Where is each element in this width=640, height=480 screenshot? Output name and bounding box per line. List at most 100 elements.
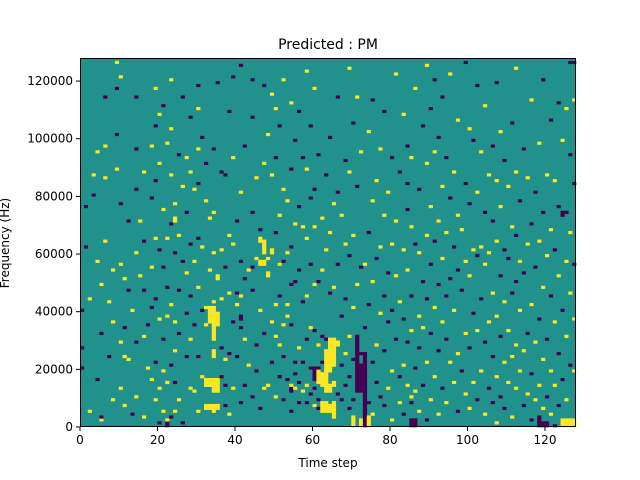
heatmap-cell: [312, 403, 317, 408]
heatmap-cell: [366, 424, 371, 428]
heatmap-cell: [215, 323, 220, 327]
heatmap-cell: [134, 95, 139, 99]
heatmap-cell: [142, 415, 147, 419]
heatmap-cell: [122, 354, 127, 359]
heatmap-cell: [572, 98, 577, 102]
heatmap-cell: [517, 259, 523, 263]
heatmap-cell: [138, 274, 143, 278]
heatmap-cell: [475, 398, 480, 402]
heatmap-cell: [308, 196, 313, 200]
heatmap-cell: [556, 274, 561, 278]
heatmap-cell: [331, 357, 337, 361]
heatmap-cell: [467, 406, 472, 410]
heatmap-cell: [153, 236, 158, 240]
heatmap-cell: [459, 288, 464, 292]
heatmap-cell: [227, 412, 232, 416]
heatmap-cell: [440, 95, 445, 99]
heatmap-cell: [366, 421, 371, 425]
heatmap-cell: [304, 236, 309, 240]
heatmap-cell: [556, 403, 561, 408]
heatmap-cell: [211, 300, 216, 304]
heatmap-cell: [514, 279, 519, 284]
heatmap-cell: [235, 354, 240, 359]
heatmap-cell: [409, 328, 414, 333]
heatmap-cell: [277, 213, 282, 217]
heatmap-cell: [359, 380, 364, 385]
chart-title: Predicted : PM: [278, 37, 378, 53]
heatmap-cell: [204, 199, 209, 203]
heatmap-cell: [95, 377, 100, 382]
heatmap-cell: [359, 386, 364, 390]
x-tick-label: 120: [534, 433, 557, 447]
heatmap-cell: [277, 343, 282, 347]
heatmap-cell: [215, 383, 220, 387]
heatmap-cell: [343, 297, 348, 301]
heatmap-cell: [320, 380, 325, 385]
heatmap-cell: [134, 395, 139, 399]
heatmap-cell: [238, 401, 244, 405]
heatmap-cell: [552, 248, 557, 252]
heatmap-cell: [374, 179, 379, 183]
heatmap-cell: [362, 377, 368, 382]
heatmap-cell: [548, 294, 554, 298]
heatmap-cell: [316, 343, 321, 347]
heatmap-cell: [328, 383, 333, 387]
heatmap-cell: [448, 277, 453, 281]
heatmap-cell: [362, 389, 368, 393]
heatmap-cell: [444, 294, 449, 298]
heatmap-cell: [362, 380, 368, 385]
heatmap-cell: [331, 401, 337, 405]
heatmap-cell: [405, 268, 410, 272]
heatmap-cell: [529, 303, 534, 307]
heatmap-cell: [413, 418, 418, 422]
y-tick-label: 80000: [35, 189, 73, 203]
heatmap-cell: [324, 380, 329, 385]
heatmap-cell: [428, 398, 433, 402]
heatmap-cell: [161, 369, 166, 373]
heatmap-cell: [471, 311, 476, 315]
heatmap-cell: [359, 369, 364, 373]
heatmap-cell: [273, 107, 278, 111]
heatmap-cell: [331, 406, 337, 410]
heatmap-cell: [173, 251, 178, 255]
heatmap-cell: [401, 412, 406, 416]
heatmap-cell: [227, 233, 232, 238]
heatmap-cell: [424, 63, 430, 67]
heatmap-cell: [351, 415, 356, 419]
heatmap-cell: [235, 303, 240, 307]
heatmap-cell: [331, 403, 337, 408]
heatmap-cell: [359, 150, 364, 154]
heatmap-cell: [215, 406, 220, 410]
heatmap-cell: [486, 386, 492, 390]
heatmap-cell: [316, 380, 321, 385]
heatmap-cell: [386, 271, 391, 275]
heatmap-cell: [331, 340, 337, 344]
heatmap-cell: [486, 320, 492, 324]
heatmap-cell: [347, 375, 352, 379]
heatmap-cell: [362, 372, 368, 376]
heatmap-cell: [273, 230, 278, 235]
heatmap-cell: [304, 337, 309, 341]
heatmap-cell: [262, 239, 267, 243]
heatmap-cell: [405, 207, 410, 212]
heatmap-cell: [215, 81, 220, 85]
heatmap-cell: [417, 409, 422, 413]
heatmap-cell: [331, 360, 337, 364]
heatmap-cell: [560, 377, 565, 382]
heatmap-cell: [277, 262, 282, 266]
heatmap-cell: [262, 262, 267, 266]
heatmap-cell: [204, 403, 209, 408]
heatmap-cell: [529, 98, 534, 102]
heatmap-cell: [355, 95, 360, 99]
heatmap-cell: [355, 282, 360, 287]
heatmap-cell: [440, 320, 445, 324]
heatmap-cell: [215, 380, 220, 385]
heatmap-cell: [564, 418, 569, 422]
heatmap-cell: [281, 323, 286, 327]
heatmap-cell: [463, 181, 468, 186]
heatmap-cell: [572, 421, 577, 425]
heatmap-cell: [328, 386, 333, 390]
heatmap-cell: [238, 63, 244, 67]
heatmap-cell: [99, 418, 104, 422]
heatmap-cell: [138, 219, 143, 223]
